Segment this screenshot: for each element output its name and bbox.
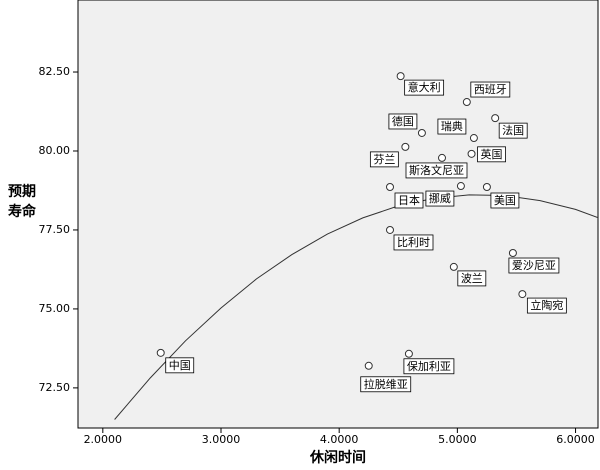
label-box	[394, 192, 424, 209]
point	[417, 128, 426, 137]
point	[401, 142, 410, 151]
point-label: 保加利亚	[407, 359, 451, 373]
label-box	[404, 79, 445, 96]
label-box	[165, 357, 195, 374]
point	[156, 348, 165, 357]
y-tick-label: 72.50	[39, 381, 71, 394]
y-axis-label: 预期寿命	[8, 184, 36, 220]
point-label: 德国	[392, 114, 414, 128]
label-box	[369, 151, 399, 168]
y-tick-label: 82.50	[39, 65, 71, 78]
label-box	[388, 113, 418, 130]
point-label: 美国	[494, 194, 516, 207]
label-box	[393, 234, 434, 251]
point	[386, 182, 394, 191]
point-label: 波兰	[461, 272, 483, 285]
label-box	[477, 146, 506, 163]
point-label: 立陶宛	[530, 298, 563, 312]
label-box	[457, 270, 487, 287]
x-tick-label: 4.0000	[320, 433, 359, 446]
point-label: 英国	[481, 147, 503, 161]
label-box	[470, 81, 511, 98]
point-label: 中国	[169, 359, 191, 372]
point-label: 法国	[502, 123, 524, 137]
x-axis-label: 休闲时间	[309, 449, 366, 466]
label-box	[490, 192, 520, 209]
label-box	[403, 358, 455, 375]
y-tick-label: 75.00	[39, 302, 71, 315]
x-tick-label: 5.0000	[438, 433, 477, 446]
y-tick-label: 77.50	[39, 223, 71, 236]
x-tick-label: 6.0000	[556, 433, 595, 446]
point-label: 芬兰	[373, 153, 395, 166]
label-box	[437, 118, 467, 135]
label-box	[498, 122, 528, 139]
point	[456, 182, 465, 191]
point	[469, 134, 478, 143]
point-label: 拉脱维亚	[364, 377, 408, 391]
y-tick-label: 80.00	[39, 144, 71, 157]
label-box	[360, 376, 412, 393]
point	[449, 262, 458, 271]
point-label: 斯洛文尼亚	[409, 163, 464, 177]
point	[467, 149, 476, 158]
point	[482, 182, 491, 191]
label-box	[425, 190, 455, 207]
point-label: 日本	[398, 193, 420, 207]
point	[404, 349, 413, 358]
point	[438, 153, 446, 162]
point	[491, 114, 500, 123]
label-box	[508, 257, 560, 274]
plot-area	[77, 0, 599, 429]
point-label: 比利时	[397, 236, 430, 249]
point-label: 挪威	[429, 191, 451, 205]
x-tick-label: 3.0000	[202, 433, 241, 446]
point	[462, 98, 471, 107]
point	[364, 361, 373, 370]
label-box	[405, 162, 468, 179]
point-label: 爱沙尼亚	[512, 259, 556, 272]
fit-curve	[114, 194, 598, 420]
point	[396, 72, 405, 81]
point-label: 瑞典	[441, 119, 463, 133]
point-label: 西班牙	[474, 83, 507, 96]
point	[386, 225, 394, 234]
point	[508, 249, 517, 258]
x-tick-label: 2.0000	[84, 433, 123, 446]
point-label: 意大利	[408, 80, 441, 94]
label-box	[526, 297, 567, 314]
point	[518, 290, 527, 299]
